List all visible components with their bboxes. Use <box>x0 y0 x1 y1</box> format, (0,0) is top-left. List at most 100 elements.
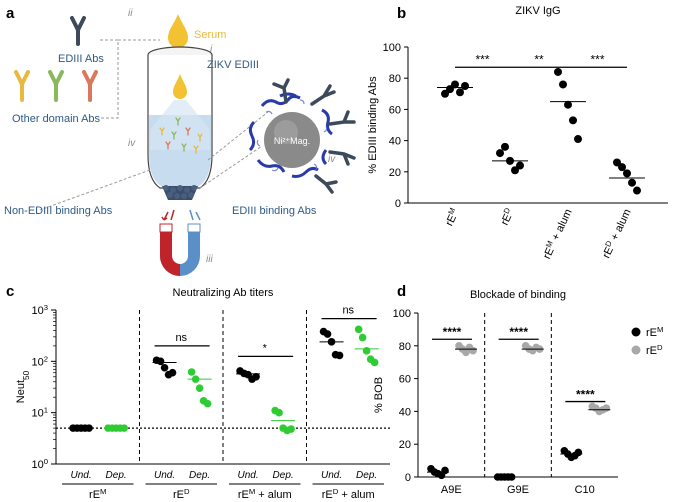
non-ediii-binding-label: Non-EDIII binding Abs <box>4 205 113 217</box>
sublabel: Und. <box>154 470 175 481</box>
significance-label: *** <box>475 52 489 66</box>
y-axis-label: % BOB <box>373 377 385 413</box>
significance-label: ** <box>534 52 544 66</box>
data-point <box>623 169 631 178</box>
significance-label: *** <box>590 52 604 66</box>
data-point <box>559 80 567 89</box>
x-tick-label: G9E <box>507 484 529 496</box>
other-domain-abs-label: Other domain Abs <box>12 113 101 125</box>
data-point <box>160 363 169 372</box>
y-tick-label: 100 <box>393 308 411 320</box>
significance-label: * <box>263 342 268 354</box>
y-tick-label: 80 <box>389 73 401 85</box>
data-point <box>168 368 177 377</box>
panel-c-letter: c <box>6 283 14 300</box>
y-tick-label: 103 <box>31 303 48 318</box>
legend-label: rED <box>646 343 663 358</box>
data-point <box>187 368 196 376</box>
data-point <box>574 135 582 144</box>
data-point <box>511 166 519 175</box>
sublabel: Und. <box>70 470 91 481</box>
antibody-bracket <box>100 39 119 119</box>
chart-d-blockade-of-binding: d Blockade of binding 0 20 40 60 80 100 % BOB A9E… <box>373 283 663 496</box>
sublabel: Dep. <box>356 470 377 481</box>
group-label: rED <box>173 487 190 502</box>
magnet-icon <box>159 209 201 276</box>
data-point <box>287 425 295 433</box>
sublabel: Dep. <box>106 470 127 481</box>
sublabel: Dep. <box>189 470 210 481</box>
y-tick-label: 40 <box>399 406 411 418</box>
data-point <box>275 408 283 417</box>
bead-label: Ni²⁺Mag. <box>274 136 310 146</box>
step-ii-label: ii <box>128 8 133 19</box>
data-point <box>451 80 459 89</box>
serum-drop-icon <box>168 14 188 48</box>
data-point <box>516 161 524 170</box>
y-tick-label: 0 <box>405 472 411 484</box>
data-point <box>195 384 204 392</box>
data-point <box>628 178 636 187</box>
step-i-label: i <box>210 44 213 55</box>
data-point <box>602 404 611 412</box>
ediii-binding-label: EDIII binding Abs <box>232 205 317 217</box>
significance-label: ns <box>342 305 354 317</box>
data-point <box>501 142 509 151</box>
magnetic-bead-icon: Ni²⁺Mag. <box>248 92 333 178</box>
bound-antibodies <box>272 78 356 194</box>
x-tick-label: rED <box>497 206 517 228</box>
y-tick-label: 60 <box>399 374 411 386</box>
y-axis-label: % EDIII binding Abs <box>367 76 379 174</box>
non-ediii-connector <box>39 169 151 211</box>
data-point <box>370 358 379 367</box>
panel-a-letter: a <box>6 5 15 22</box>
data-point <box>441 466 449 475</box>
chart-title: Neutralizing Ab titers <box>173 287 274 299</box>
data-point <box>461 82 469 90</box>
legend-marker <box>631 327 641 337</box>
significance-label: **** <box>509 325 528 339</box>
x-tick-label: C10 <box>575 484 595 496</box>
legend-label: rEM <box>646 325 663 340</box>
data-point <box>456 88 464 97</box>
group-label: rEM <box>89 487 106 502</box>
x-tick-label: rED + alum <box>598 206 634 260</box>
significance-label: **** <box>576 388 595 402</box>
data-point <box>564 100 572 109</box>
data-point <box>613 158 621 167</box>
step-iii-label: iii <box>206 254 213 265</box>
step-iv-left-label: iv <box>128 138 136 149</box>
group-label: rED + alum <box>322 487 375 502</box>
legend-marker <box>631 345 641 355</box>
data-point <box>496 149 504 158</box>
data-point <box>362 347 371 355</box>
data-point <box>574 448 583 457</box>
other-antibody-icons <box>14 70 98 102</box>
x-tick-label: A9E <box>441 484 462 496</box>
y-tick-label: 20 <box>399 439 411 451</box>
data-point <box>203 399 212 408</box>
y-tick-label: 20 <box>389 167 401 179</box>
affinity-column <box>147 46 213 200</box>
panel-d-letter: d <box>397 283 406 300</box>
y-tick-label: 100 <box>31 457 48 472</box>
sublabel: Und. <box>321 470 342 481</box>
y-tick-label: 80 <box>399 341 411 353</box>
data-point <box>323 330 332 338</box>
sublabel: Dep. <box>273 470 294 481</box>
data-point <box>335 351 344 360</box>
data-point <box>354 325 363 334</box>
chart-title: ZIKV IgG <box>515 5 560 17</box>
data-point <box>633 186 641 195</box>
chart-b-zikv-igg: b ZIKV IgG 0 20 40 60 80 100 % EDIII binding Abs… <box>367 5 668 261</box>
y-tick-label: 0 <box>395 198 401 210</box>
group-label: rEM + alum <box>238 487 292 502</box>
data-point <box>358 333 367 342</box>
data-point <box>441 89 449 98</box>
ediii-antibody-icon <box>70 16 86 46</box>
sublabel: Und. <box>237 470 258 481</box>
y-tick-label: 102 <box>31 354 48 369</box>
zikv-ediii-label: ZIKV EDIII <box>207 59 259 71</box>
panel-b-letter: b <box>397 5 406 22</box>
